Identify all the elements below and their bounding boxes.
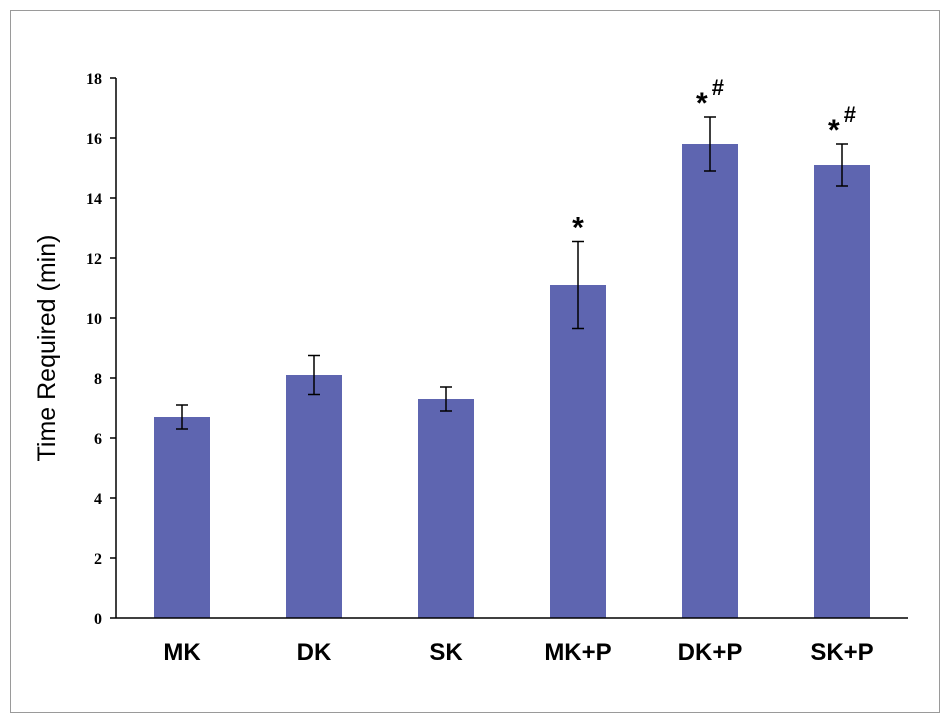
bar-sk [418, 399, 474, 618]
x-category-label: DK [297, 639, 332, 666]
bars [154, 144, 870, 618]
significance-hash: # [844, 102, 856, 127]
y-axis: 0 2 4 6 8 10 12 14 16 18 [86, 71, 117, 628]
y-tick-label: 4 [94, 491, 102, 508]
y-tick-label: 18 [86, 71, 102, 88]
significance-star: * [696, 87, 708, 120]
significance-star: * [572, 212, 584, 245]
y-tick-label: 12 [86, 251, 102, 268]
bar-dk-plus-p [682, 144, 738, 618]
x-category-label: DK+P [678, 639, 743, 666]
significance-star: * [828, 114, 840, 147]
y-axis-label: Time Required (min) [33, 235, 61, 462]
y-tick-label: 10 [86, 311, 102, 328]
significance-marks: * # [828, 102, 856, 147]
significance-hash: # [712, 75, 724, 100]
y-tick-label: 8 [94, 371, 102, 388]
y-tick-label: 2 [94, 551, 102, 568]
x-category-label: MK+P [544, 639, 611, 666]
y-tick-label: 16 [86, 131, 102, 148]
bar-mk [154, 417, 210, 618]
y-tick-label: 0 [94, 611, 102, 628]
bar-mk-plus-p [550, 285, 606, 618]
significance-marks: * # [696, 75, 724, 120]
bar-dk [286, 375, 342, 618]
x-axis: MK DK SK MK+P DK+P SK+P [116, 617, 908, 666]
x-category-label: MK [163, 639, 201, 666]
error-bars [176, 116, 848, 430]
y-tick-label: 6 [94, 431, 102, 448]
x-category-label: SK [429, 639, 463, 666]
bar-sk-plus-p [814, 165, 870, 618]
significance-annotations: ** #* # [572, 75, 856, 245]
x-category-label: SK+P [810, 639, 873, 666]
y-tick-label: 14 [86, 191, 102, 208]
